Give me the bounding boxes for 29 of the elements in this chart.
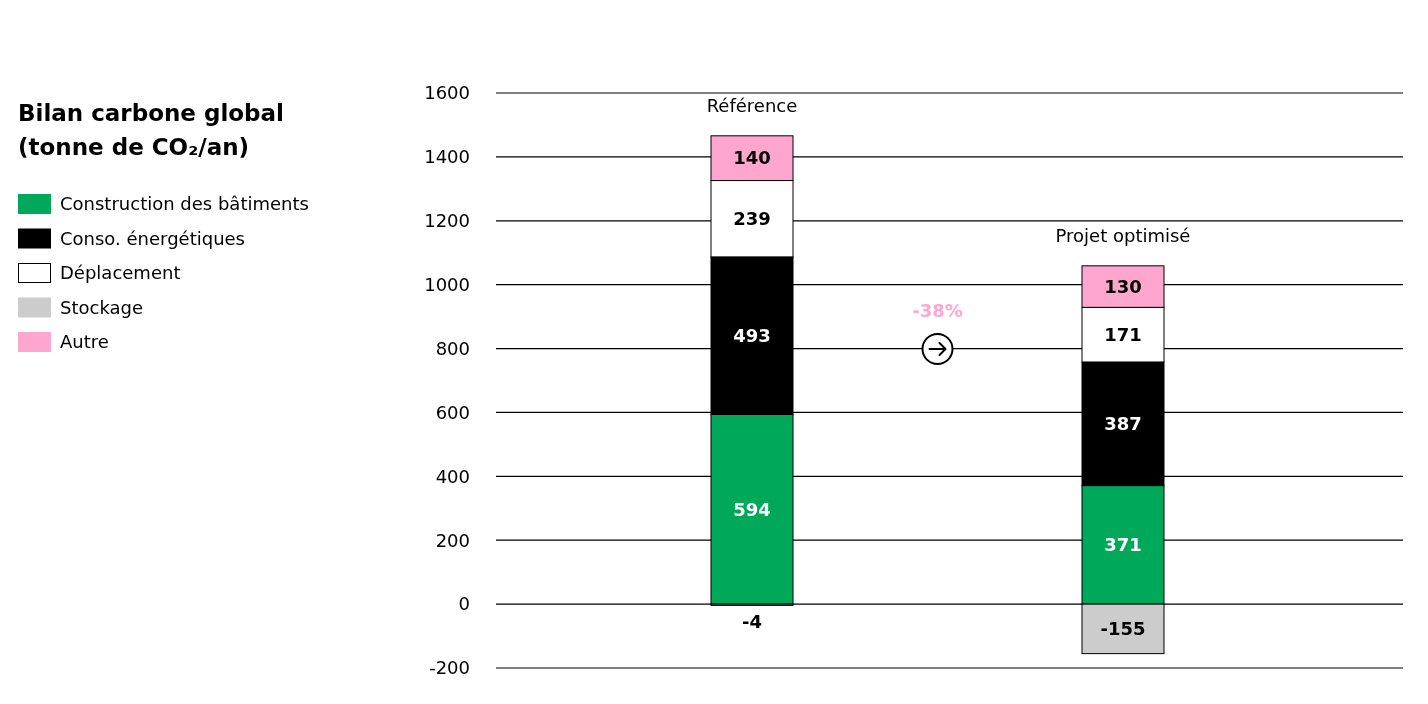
data-label: 493 — [733, 324, 771, 346]
y-tick-label: 600 — [435, 401, 470, 423]
y-tick-label: 800 — [435, 337, 470, 359]
y-tick-label: 1200 — [424, 210, 470, 232]
legend-label: Conso. énergétiques — [60, 227, 245, 249]
y-tick-label: 1600 — [424, 82, 470, 104]
y-tick-label: 1000 — [424, 273, 470, 295]
data-label: 594 — [733, 498, 771, 520]
y-tick-label: 200 — [435, 529, 470, 551]
data-label: 387 — [1104, 413, 1142, 435]
data-label: 140 — [733, 147, 771, 169]
x-tick-label: Référence — [706, 94, 798, 116]
legend-label: Stockage — [60, 296, 144, 318]
data-label: -155 — [1100, 618, 1146, 640]
data-label: 239 — [733, 208, 771, 229]
data-label: 371 — [1104, 534, 1142, 556]
data-label: -4 — [742, 610, 762, 632]
y-tick-label: 1400 — [424, 146, 470, 168]
legend-label: Déplacement — [60, 262, 181, 284]
x-tick-label: Projet optimisé — [1055, 224, 1191, 246]
y-tick-label: 400 — [435, 465, 470, 487]
legend-label: Autre — [60, 331, 109, 353]
data-label: 171 — [1104, 323, 1142, 345]
y-tick-label: 0 — [458, 593, 470, 615]
data-label: 130 — [1104, 275, 1142, 297]
legend-label: Construction des bâtiments — [60, 193, 309, 215]
text: Bilan carbone global (tonne de CO₂/an) — [18, 100, 284, 160]
annotation: -38% — [912, 300, 963, 322]
y-tick-label: -200 — [429, 657, 470, 679]
